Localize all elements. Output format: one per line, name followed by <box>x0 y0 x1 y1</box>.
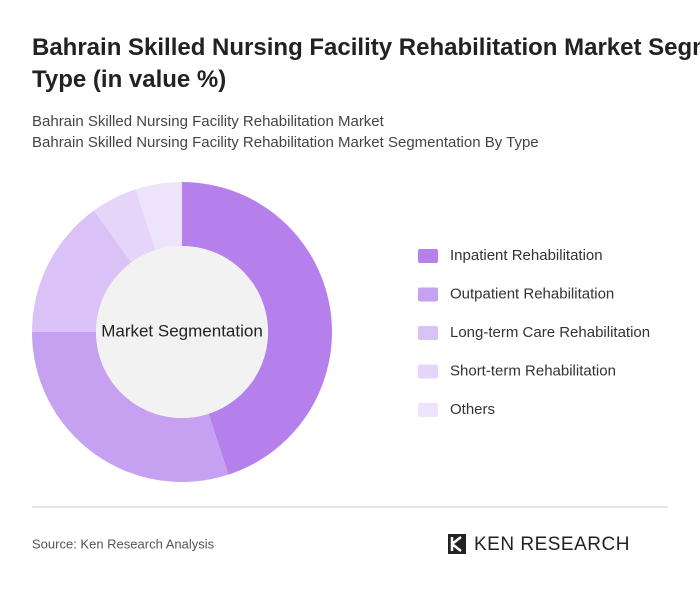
legend-label: Short-term Rehabilitation <box>450 362 616 379</box>
legend-label: Others <box>450 401 495 418</box>
legend-swatch <box>418 364 438 379</box>
legend-swatch <box>418 287 438 302</box>
donut-slice <box>182 182 333 475</box>
subtitle: Bahrain Skilled Nursing Facility Rehabil… <box>32 134 539 151</box>
title: Bahrain Skilled Nursing Facility Rehabil… <box>32 34 700 93</box>
legend-swatch <box>418 403 438 417</box>
center-label: Market Segmentation <box>101 321 263 340</box>
donut-hole <box>96 246 268 418</box>
subtitle: Bahrain Skilled Nursing Facility Rehabil… <box>32 113 385 130</box>
chart: Inpatient Rehabilitation Outpatient Rehab… <box>32 182 650 482</box>
source: Source: Ken Research Analysis <box>32 536 215 551</box>
donut-slice <box>32 332 229 482</box>
donut-slice <box>32 210 132 332</box>
logo: KEN RESEARCH <box>448 534 630 555</box>
legend-swatch <box>418 249 438 263</box>
logo-text: KEN RESEARCH <box>474 534 630 555</box>
logo-icon <box>448 534 466 554</box>
legend-label: Long-term Care Rehabilitation <box>450 324 650 341</box>
logo-icon <box>450 536 462 552</box>
donut-slice <box>93 189 156 263</box>
legend-label: Outpatient Rehabilitation <box>450 285 614 302</box>
legend-swatch <box>418 326 438 340</box>
legend-label: Inpatient Rehabilitation <box>450 247 603 264</box>
donut-slice <box>135 182 182 251</box>
